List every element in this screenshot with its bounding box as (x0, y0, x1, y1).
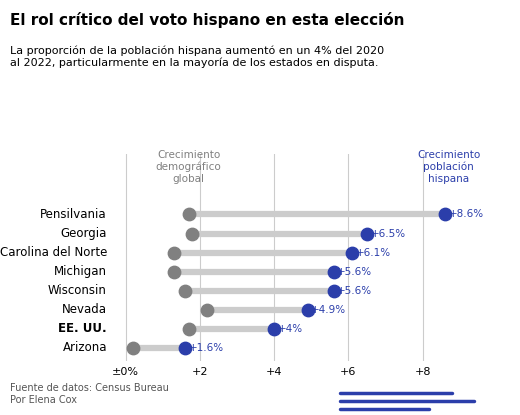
Text: Fuente de datos: Census Bureau
Por Elena Cox: Fuente de datos: Census Bureau Por Elena… (10, 383, 170, 405)
Point (185, 211, 193, 218)
Point (203, 306, 212, 313)
Text: Georgia: Georgia (61, 227, 107, 240)
Text: +1.6%: +1.6% (189, 343, 224, 353)
Point (185, 325, 193, 332)
Text: +6.1%: +6.1% (356, 247, 391, 258)
Text: +4%: +4% (278, 324, 303, 334)
Point (181, 287, 189, 294)
Text: Crecimiento
demográfico
global: Crecimiento demográfico global (156, 150, 222, 184)
Text: +5.6%: +5.6% (337, 266, 372, 276)
Text: Carolina del Norte: Carolina del Norte (0, 246, 107, 259)
Point (329, 287, 337, 294)
Text: +5.6%: +5.6% (337, 286, 372, 295)
Point (188, 230, 197, 237)
Text: Wisconsin: Wisconsin (48, 284, 107, 297)
Text: Nevada: Nevada (62, 303, 107, 316)
Point (329, 268, 337, 275)
Point (441, 211, 449, 218)
Text: Michigan: Michigan (54, 265, 107, 278)
Text: +4.9%: +4.9% (311, 305, 346, 315)
Text: Crecimiento
población
hispana: Crecimiento población hispana (417, 150, 480, 184)
Point (170, 249, 178, 256)
Text: Pensilvania: Pensilvania (41, 208, 107, 221)
Point (170, 268, 178, 275)
Text: Arizona: Arizona (62, 341, 107, 354)
Point (270, 325, 278, 332)
Point (363, 230, 371, 237)
Text: El rol crítico del voto hispano en esta elección: El rol crítico del voto hispano en esta … (10, 12, 405, 29)
Point (348, 249, 356, 256)
Point (129, 344, 137, 351)
Point (181, 344, 189, 351)
Text: stacker: stacker (519, 395, 520, 410)
Text: +6.5%: +6.5% (371, 229, 406, 239)
Point (303, 306, 311, 313)
Text: La proporción de la población hispana aumentó en un 4% del 2020
al 2022, particu: La proporción de la población hispana au… (10, 46, 384, 68)
Text: +8.6%: +8.6% (449, 210, 484, 220)
Text: EE. UU.: EE. UU. (58, 322, 107, 335)
